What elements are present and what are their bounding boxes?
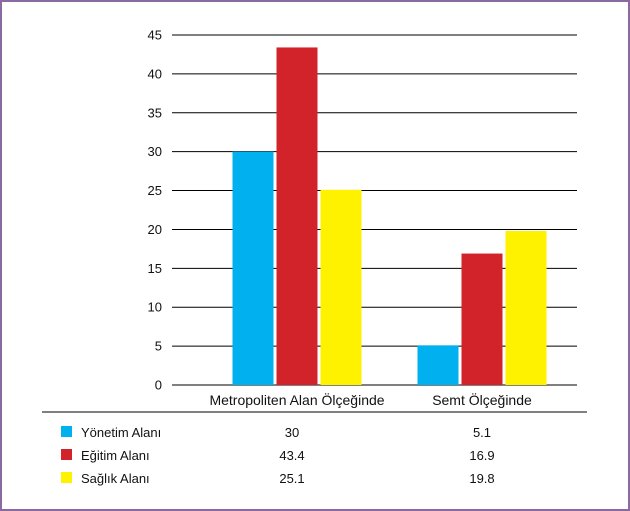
y-tick-label: 30 [148,144,162,159]
y-tick-label: 35 [148,105,162,120]
x-category-label: Semt Ölçeğinde [432,391,532,408]
legend-swatch [61,426,72,437]
y-tick-label: 40 [148,66,162,81]
y-tick-label: 20 [148,222,162,237]
y-tick-label: 5 [155,339,162,354]
y-tick-label: 15 [148,261,162,276]
bar [232,151,274,385]
x-axis-categories: Metropoliten Alan Ölçeğinde Semt Ölçeğind… [209,391,532,408]
bar [417,345,459,385]
y-tick-label: 0 [155,378,162,393]
bar [461,253,503,385]
x-category-label: Metropoliten Alan Ölçeğinde [209,391,384,408]
legend-swatch [61,472,72,483]
table-value: 43.4 [279,448,304,463]
table-value: 30 [285,425,299,440]
y-tick-label: 10 [148,300,162,315]
table-value: 16.9 [469,448,494,463]
y-tick-label: 45 [148,28,162,43]
table-value: 25.1 [279,471,304,486]
table-value: 5.1 [473,425,491,440]
bar [276,47,318,385]
table-value: 19.8 [469,471,494,486]
y-axis-ticks: 0 5 10 15 20 25 30 35 40 45 [148,28,162,393]
bar [320,189,362,385]
bar [505,231,547,385]
bars [232,47,547,385]
legend-label: Eğitim Alanı [81,448,150,463]
legend-label: Sağlık Alanı [81,471,150,486]
y-tick-label: 25 [148,183,162,198]
legend-swatch [61,449,72,460]
legend-label: Yönetim Alanı [81,425,161,440]
data-table: Yönetim Alanı 30 5.1 Eğitim Alanı 43.4 16.9 Sa… [42,411,587,486]
